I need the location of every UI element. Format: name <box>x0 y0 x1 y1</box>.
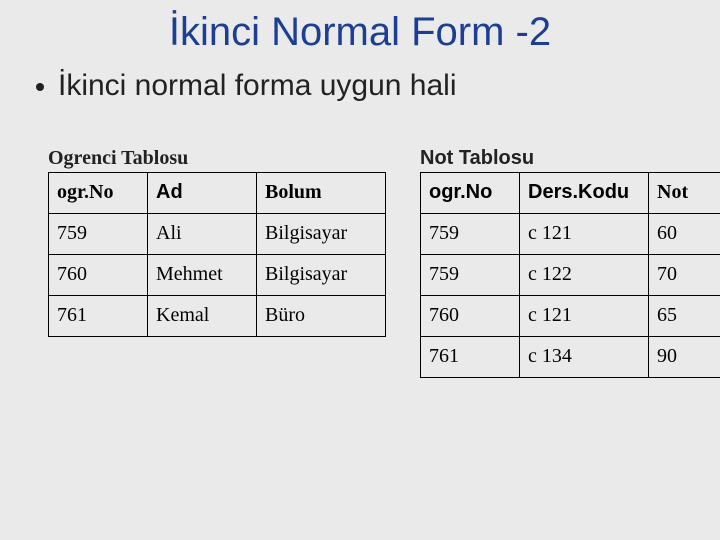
table-row: 759 Ali Bilgisayar <box>49 214 386 255</box>
not-caption: Not Tablosu <box>420 147 720 170</box>
ogrenci-header-row: ogr.No Ad Bolum <box>49 173 386 214</box>
ogrenci-block: Ogrenci Tablosu ogr.No Ad Bolum 759 Ali … <box>48 147 386 337</box>
ogrenci-cell: 760 <box>49 255 148 296</box>
bullet-text: İkinci normal forma uygun hali <box>58 69 457 102</box>
ogrenci-caption: Ogrenci Tablosu <box>48 147 386 170</box>
ogrenci-header-ad: Ad <box>148 173 257 214</box>
not-cell: c 121 <box>520 296 649 337</box>
not-cell: 70 <box>649 255 720 296</box>
not-cell: 60 <box>649 214 720 255</box>
ogrenci-cell: Büro <box>257 296 386 337</box>
table-row: 760 c 121 65 <box>421 296 720 337</box>
not-cell: 90 <box>649 337 720 378</box>
not-cell: 759 <box>421 214 520 255</box>
not-cell: 761 <box>421 337 520 378</box>
ogrenci-cell: 761 <box>49 296 148 337</box>
table-row: 759 c 122 70 <box>421 255 720 296</box>
not-header-ogrno: ogr.No <box>421 173 520 214</box>
not-cell: c 134 <box>520 337 649 378</box>
not-cell: c 122 <box>520 255 649 296</box>
tables-container: Ogrenci Tablosu ogr.No Ad Bolum 759 Ali … <box>30 147 690 378</box>
not-cell: 65 <box>649 296 720 337</box>
not-cell: c 121 <box>520 214 649 255</box>
table-row: 761 Kemal Büro <box>49 296 386 337</box>
not-block: Not Tablosu ogr.No Ders.Kodu Not 759 c 1… <box>420 147 720 378</box>
ogrenci-cell: Bilgisayar <box>257 255 386 296</box>
ogrenci-header-ogrno: ogr.No <box>49 173 148 214</box>
not-table: ogr.No Ders.Kodu Not 759 c 121 60 759 c … <box>420 172 720 378</box>
ogrenci-header-bolum: Bolum <box>257 173 386 214</box>
table-row: 759 c 121 60 <box>421 214 720 255</box>
ogrenci-cell: Kemal <box>148 296 257 337</box>
not-cell: 760 <box>421 296 520 337</box>
ogrenci-cell: Bilgisayar <box>257 214 386 255</box>
not-header-not: Not <box>649 173 720 214</box>
table-row: 761 c 134 90 <box>421 337 720 378</box>
page-title: İkinci Normal Form -2 <box>30 10 690 55</box>
not-header-row: ogr.No Ders.Kodu Not <box>421 173 720 214</box>
ogrenci-cell: 759 <box>49 214 148 255</box>
ogrenci-cell: Ali <box>148 214 257 255</box>
bullet-item: İkinci normal forma uygun hali <box>30 69 690 103</box>
ogrenci-cell: Mehmet <box>148 255 257 296</box>
bullet-dot-icon <box>36 83 44 91</box>
not-header-derskodu: Ders.Kodu <box>520 173 649 214</box>
table-row: 760 Mehmet Bilgisayar <box>49 255 386 296</box>
ogrenci-table: ogr.No Ad Bolum 759 Ali Bilgisayar 760 M… <box>48 172 386 337</box>
not-cell: 759 <box>421 255 520 296</box>
